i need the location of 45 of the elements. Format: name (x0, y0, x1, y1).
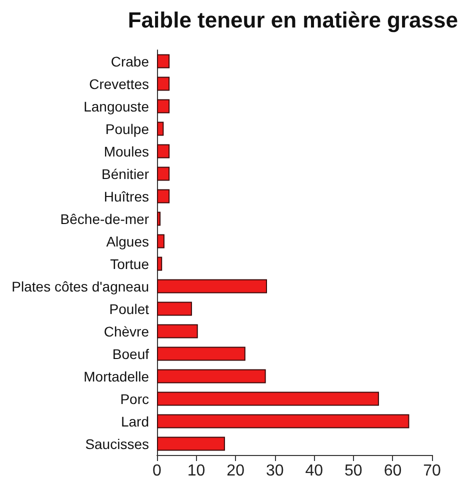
bar (157, 256, 162, 271)
bar (157, 234, 164, 248)
y-tick-label: Langouste (84, 98, 150, 114)
y-tick-label: Mortadelle (84, 368, 150, 384)
x-tick-label: 70 (423, 462, 441, 480)
y-tick-label: Lard (120, 413, 149, 430)
y-tick-label: Tortue (110, 256, 150, 272)
bar (157, 54, 170, 68)
y-tick-label: Poulet (109, 300, 150, 317)
y-tick-label: Bénitier (102, 166, 150, 182)
y-tick-label: Bêche-de-mer (60, 210, 150, 227)
bar (157, 144, 170, 158)
bar (157, 414, 410, 428)
chart-title: Faible teneur en matière grasse (128, 8, 458, 32)
y-tick-label: Moules (104, 143, 149, 160)
y-tick-label: Crabe (110, 53, 150, 70)
x-tick-label: 10 (187, 462, 206, 480)
y-tick-label: Chèvre (104, 323, 150, 340)
y-tick-label: Saucisses (85, 436, 149, 452)
bar (157, 436, 225, 451)
x-tick-label: 60 (384, 462, 402, 480)
bar (157, 122, 164, 136)
x-tick-label: 30 (266, 462, 284, 480)
y-tick-label: Huîtres (104, 188, 149, 204)
x-tick-label: 0 (152, 462, 162, 480)
x-tick-label: 50 (344, 462, 362, 480)
bar (157, 76, 170, 91)
bar (157, 369, 266, 384)
bar (157, 324, 198, 338)
bar (157, 346, 246, 361)
bar (157, 302, 192, 316)
bar (157, 279, 267, 294)
y-tick-label: Poulpe (105, 120, 150, 137)
x-tick-label: 20 (226, 462, 245, 480)
bar (157, 189, 170, 204)
y-tick-label: Porc (120, 390, 149, 407)
y-tick-label: Algues (106, 233, 149, 250)
y-tick-label: Plates côtes d'agneau (12, 278, 149, 294)
bar (157, 392, 379, 406)
bar (157, 212, 161, 226)
y-tick-label: Boeuf (112, 346, 150, 362)
x-tick-label: 40 (305, 462, 324, 480)
bar (157, 99, 170, 114)
bar (157, 166, 170, 181)
y-tick-label: Crevettes (89, 76, 149, 92)
